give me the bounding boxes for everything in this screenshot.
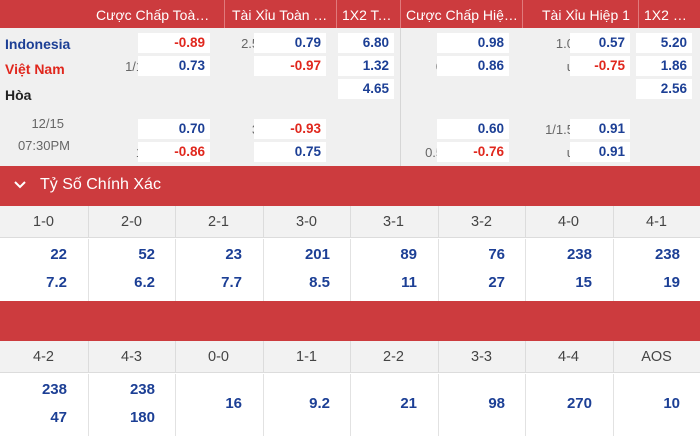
chevron-down-icon[interactable]	[13, 178, 27, 192]
odds-ft-over[interactable]: 0.79	[254, 33, 326, 53]
score-label: 4-2	[33, 349, 54, 365]
score-values-row-2: 238 47 238 180 16 9.2 21 98 270 10	[0, 374, 700, 436]
match-date: 12/15	[31, 116, 64, 131]
odds-ft-hdp-home[interactable]: -0.89	[138, 33, 210, 53]
score-label: 4-0	[558, 214, 579, 230]
score-odds-away[interactable]: 7.2	[46, 274, 67, 291]
score-label: 2-1	[208, 214, 229, 230]
odds-h1-over-2[interactable]: 0.91	[570, 119, 630, 139]
correct-score-header[interactable]: Tỷ Số Chính Xác	[0, 166, 700, 206]
score-label: AOS	[641, 349, 672, 365]
score-label: 3-0	[296, 214, 317, 230]
score-label: 4-3	[121, 349, 142, 365]
col-ft-over-under[interactable]: Tài Xỉu Toàn Trận	[232, 7, 336, 23]
odds-table: Indonesia Việt Nam Hòa -0.89 1/1.5 0.73 …	[0, 28, 700, 166]
score-odds-home[interactable]: 238	[566, 246, 592, 263]
odds-h1-hdp-away-2[interactable]: -0.76	[437, 142, 509, 162]
col-ft-1x2[interactable]: 1X2 Toàn Trận	[342, 7, 400, 23]
odds-h1-hdp-home-2[interactable]: 0.60	[437, 119, 509, 139]
score-label: 2-2	[383, 349, 404, 365]
odds-ft-hdp-away-2[interactable]: -0.86	[138, 142, 210, 162]
score-odds-away[interactable]: 8.5	[309, 274, 330, 291]
team-home: Indonesia	[5, 36, 71, 52]
score-odds-away[interactable]: 19	[663, 274, 680, 291]
score-odds[interactable]: 270	[566, 395, 592, 412]
section-divider	[0, 301, 700, 341]
odds-h1-under-2[interactable]: 0.91	[570, 142, 630, 162]
team-away: Việt Nam	[5, 61, 65, 77]
score-label: 0-0	[208, 349, 229, 365]
odds-header: Cược Chấp Toàn Trận Tài Xỉu Toàn Trận 1X…	[0, 0, 700, 28]
score-odds-away[interactable]: 6.2	[134, 274, 155, 291]
h1-ou-line: 1.0	[555, 36, 574, 51]
col-h1-handicap[interactable]: Cược Chấp Hiệp 1	[406, 7, 522, 23]
score-odds-home[interactable]: 238	[129, 381, 155, 398]
odds-h1-under[interactable]: -0.75	[570, 56, 630, 76]
odds-h1-1x2-away[interactable]: 1.86	[636, 56, 692, 76]
odds-h1-1x2-draw[interactable]: 2.56	[636, 79, 692, 99]
odds-h1-hdp-away[interactable]: 0.86	[437, 56, 509, 76]
score-odds[interactable]: 21	[400, 395, 417, 412]
score-label: 1-1	[296, 349, 317, 365]
score-odds-home[interactable]: 52	[138, 246, 155, 263]
odds-h1-over[interactable]: 0.57	[570, 33, 630, 53]
score-label: 3-1	[383, 214, 404, 230]
odds-ft-1x2-away[interactable]: 1.32	[338, 56, 394, 76]
score-label: 2-0	[121, 214, 142, 230]
score-odds[interactable]: 10	[663, 395, 680, 412]
odds-ft-under-2[interactable]: 0.75	[254, 142, 326, 162]
score-odds-away[interactable]: 15	[575, 274, 592, 291]
odds-ft-under[interactable]: -0.97	[254, 56, 326, 76]
score-odds[interactable]: 98	[488, 395, 505, 412]
col-ft-handicap[interactable]: Cược Chấp Toàn Trận	[96, 7, 220, 23]
score-header-row-1: 1-0 2-0 2-1 3-0 3-1 3-2 4-0 4-1	[0, 206, 700, 238]
odds-ft-1x2-home[interactable]: 6.80	[338, 33, 394, 53]
match-time: 07:30PM	[17, 138, 70, 153]
score-odds-home[interactable]: 238	[41, 381, 67, 398]
odds-ft-hdp-away[interactable]: 0.73	[138, 56, 210, 76]
score-label: 3-2	[471, 214, 492, 230]
score-odds-away[interactable]: 180	[129, 409, 155, 426]
score-odds-home[interactable]: 89	[400, 246, 417, 263]
score-odds-away[interactable]: 47	[50, 409, 67, 426]
score-odds-home[interactable]: 22	[50, 246, 67, 263]
score-odds-home[interactable]: 23	[225, 246, 242, 263]
score-label: 3-3	[471, 349, 492, 365]
score-label: 4-4	[558, 349, 579, 365]
score-odds-home[interactable]: 238	[654, 246, 680, 263]
odds-h1-hdp-home[interactable]: 0.98	[437, 33, 509, 53]
score-odds[interactable]: 16	[225, 395, 242, 412]
score-header-row-2: 4-2 4-3 0-0 1-1 2-2 3-3 4-4 AOS	[0, 341, 700, 373]
odds-ft-1x2-draw[interactable]: 4.65	[338, 79, 394, 99]
draw-label: Hòa	[5, 87, 32, 103]
score-odds-home[interactable]: 76	[488, 246, 505, 263]
score-odds-away[interactable]: 27	[488, 274, 505, 291]
odds-ft-over-2[interactable]: -0.93	[254, 119, 326, 139]
odds-ft-hdp-home-2[interactable]: 0.70	[138, 119, 210, 139]
col-h1-1x2[interactable]: 1X2 Hiệp 1	[644, 7, 700, 23]
score-odds-home[interactable]: 201	[304, 246, 330, 263]
score-odds-away[interactable]: 7.7	[221, 274, 242, 291]
score-values-row-1: 22 7.2 52 6.2 23 7.7 201 8.5 89 11 76 27 238 15 238 19	[0, 239, 700, 301]
score-label: 1-0	[33, 214, 54, 230]
score-odds-away[interactable]: 11	[401, 274, 417, 291]
score-odds[interactable]: 9.2	[309, 395, 330, 412]
score-label: 4-1	[646, 214, 667, 230]
section-title: Tỷ Số Chính Xác	[40, 176, 161, 193]
col-h1-over-under[interactable]: Tài Xỉu Hiệp 1	[542, 7, 630, 23]
h1-ou-line-2: 1/1.5	[545, 122, 574, 137]
odds-h1-1x2-home[interactable]: 5.20	[636, 33, 692, 53]
